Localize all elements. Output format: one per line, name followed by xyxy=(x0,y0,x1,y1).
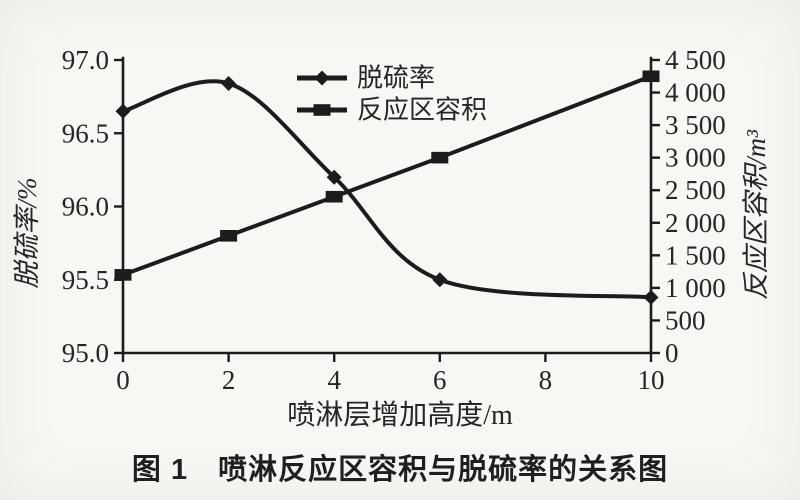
right-tick-label: 4 000 xyxy=(665,78,726,108)
right-tick-label: 4 500 xyxy=(665,45,726,75)
square-marker xyxy=(114,269,132,281)
right-tick-label: 2 500 xyxy=(665,175,726,205)
diamond-marker xyxy=(326,169,342,185)
x-tick-label: 4 xyxy=(327,365,341,395)
left-tick-label: 96.0 xyxy=(62,192,109,222)
diamond-marker xyxy=(432,272,448,288)
legend-diamond-icon xyxy=(314,70,330,86)
series-volume xyxy=(114,70,660,281)
left-axis-title: 脱硫率/% xyxy=(12,178,42,289)
legend-label: 反应区容积 xyxy=(357,96,487,125)
diamond-marker xyxy=(221,75,237,91)
left-tick-label: 95.5 xyxy=(62,265,109,295)
x-tick-label: 0 xyxy=(116,365,130,395)
diamond-marker xyxy=(115,103,131,119)
figure-caption: 图 1 喷淋反应区容积与脱硫率的关系图 xyxy=(131,454,669,486)
series-rate xyxy=(115,75,659,305)
right-tick-label: 2 000 xyxy=(665,208,726,238)
square-marker xyxy=(220,230,238,242)
x-tick-label: 2 xyxy=(222,365,236,395)
legend-item: 脱硫率 xyxy=(297,64,435,93)
legend-square-icon xyxy=(313,104,331,116)
diamond-marker xyxy=(643,289,659,305)
right-tick-label: 1 500 xyxy=(665,240,726,270)
right-tick-label: 3 000 xyxy=(665,143,726,173)
x-axis-title: 喷淋层增加高度/m xyxy=(287,399,513,431)
right-tick-label: 0 xyxy=(665,338,679,368)
ticks xyxy=(114,58,660,362)
left-tick-label: 95.0 xyxy=(62,338,109,368)
series-line xyxy=(121,79,653,300)
x-tick-label: 8 xyxy=(539,365,553,395)
x-tick-label: 10 xyxy=(638,365,665,395)
left-tick-label: 96.5 xyxy=(62,118,109,148)
right-tick-label: 3 500 xyxy=(665,110,726,140)
right-axis-title: 反应区容积/m³ xyxy=(741,129,771,300)
right-tick-label: 500 xyxy=(665,305,706,335)
square-marker xyxy=(431,151,449,164)
square-marker xyxy=(642,70,660,83)
legend-label: 脱硫率 xyxy=(357,64,435,93)
right-tick-label: 1 000 xyxy=(665,273,726,303)
square-marker xyxy=(325,190,343,203)
left-tick-label: 97.0 xyxy=(62,45,109,75)
legend-item: 反应区容积 xyxy=(297,96,487,125)
x-tick-label: 6 xyxy=(433,365,447,395)
